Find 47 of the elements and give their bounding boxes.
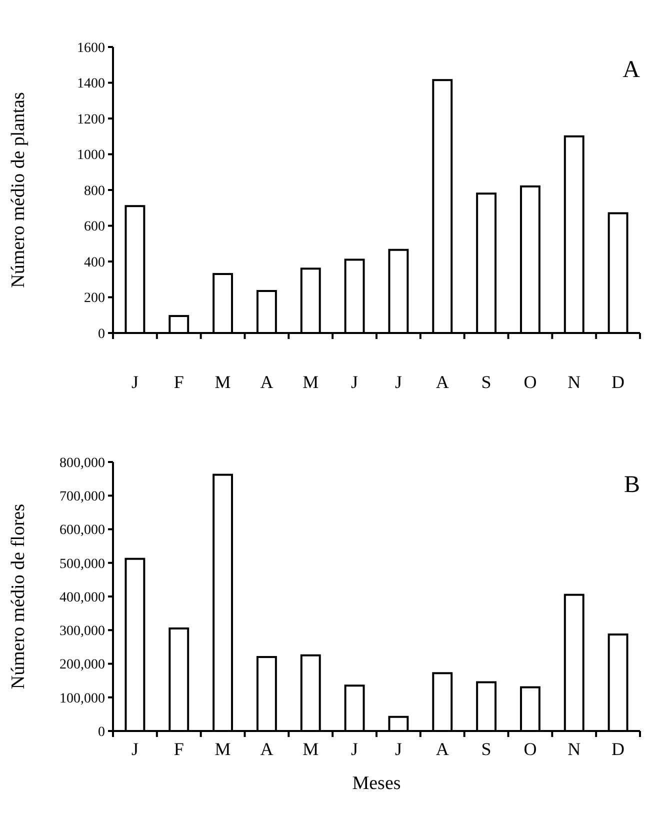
x-tick-label: J xyxy=(131,739,138,759)
y-tick-label: 800,000 xyxy=(60,456,105,471)
annotation: A xyxy=(622,57,641,83)
x-tick-label: O xyxy=(524,739,537,759)
x-tick-label: J xyxy=(351,372,358,392)
y-tick-label: 700,000 xyxy=(60,490,105,505)
y-tick-label: 100,000 xyxy=(60,691,105,706)
y-tick-label: 1400 xyxy=(77,76,105,92)
x-tick-label: N xyxy=(568,372,581,392)
y-tick-label: 800 xyxy=(84,184,105,199)
y-tick-label: 400,000 xyxy=(60,590,105,606)
y-tick-label: 1600 xyxy=(77,40,105,56)
y-tick-label: 400 xyxy=(84,255,105,270)
x-tick-label: F xyxy=(174,739,184,759)
y-tick-label: 500,000 xyxy=(60,556,105,572)
x-tick-label: D xyxy=(612,372,625,392)
y-tick-label: 200 xyxy=(84,291,105,306)
annotation: B xyxy=(624,472,640,498)
x-tick-label: S xyxy=(481,372,492,392)
y-axis-title: Número médio de plantas xyxy=(8,92,29,288)
y-tick-label: 0 xyxy=(98,326,105,342)
x-tick-label: J xyxy=(394,372,402,392)
x-tick-label: D xyxy=(612,739,625,759)
y-tick-label: 1200 xyxy=(77,112,105,128)
x-tick-label: J xyxy=(394,739,402,759)
y-tick-label: 200,000 xyxy=(60,658,105,673)
y-tick-label: 600,000 xyxy=(60,523,105,538)
x-axis-title: Meses xyxy=(352,773,401,794)
x-tick-label: S xyxy=(481,739,492,759)
y-axis-title: Número médio de flores xyxy=(8,504,29,690)
x-tick-label: A xyxy=(436,372,449,392)
x-tick-label: J xyxy=(131,372,138,392)
x-tick-label: A xyxy=(260,372,274,392)
y-tick-label: 0 xyxy=(98,724,105,740)
x-tick-label: O xyxy=(524,372,537,392)
x-tick-label: M xyxy=(214,739,231,759)
x-tick-label: A xyxy=(436,739,449,759)
y-tick-label: 1000 xyxy=(77,148,105,164)
x-tick-label: A xyxy=(260,739,274,759)
x-tick-label: N xyxy=(568,739,581,759)
y-tick-label: 300,000 xyxy=(60,624,105,640)
x-tick-label: J xyxy=(351,739,358,759)
x-tick-label: M xyxy=(214,372,231,392)
x-tick-label: M xyxy=(302,372,319,392)
x-tick-label: M xyxy=(302,739,319,759)
y-tick-label: 600 xyxy=(84,220,105,235)
x-tick-label: F xyxy=(174,372,184,392)
